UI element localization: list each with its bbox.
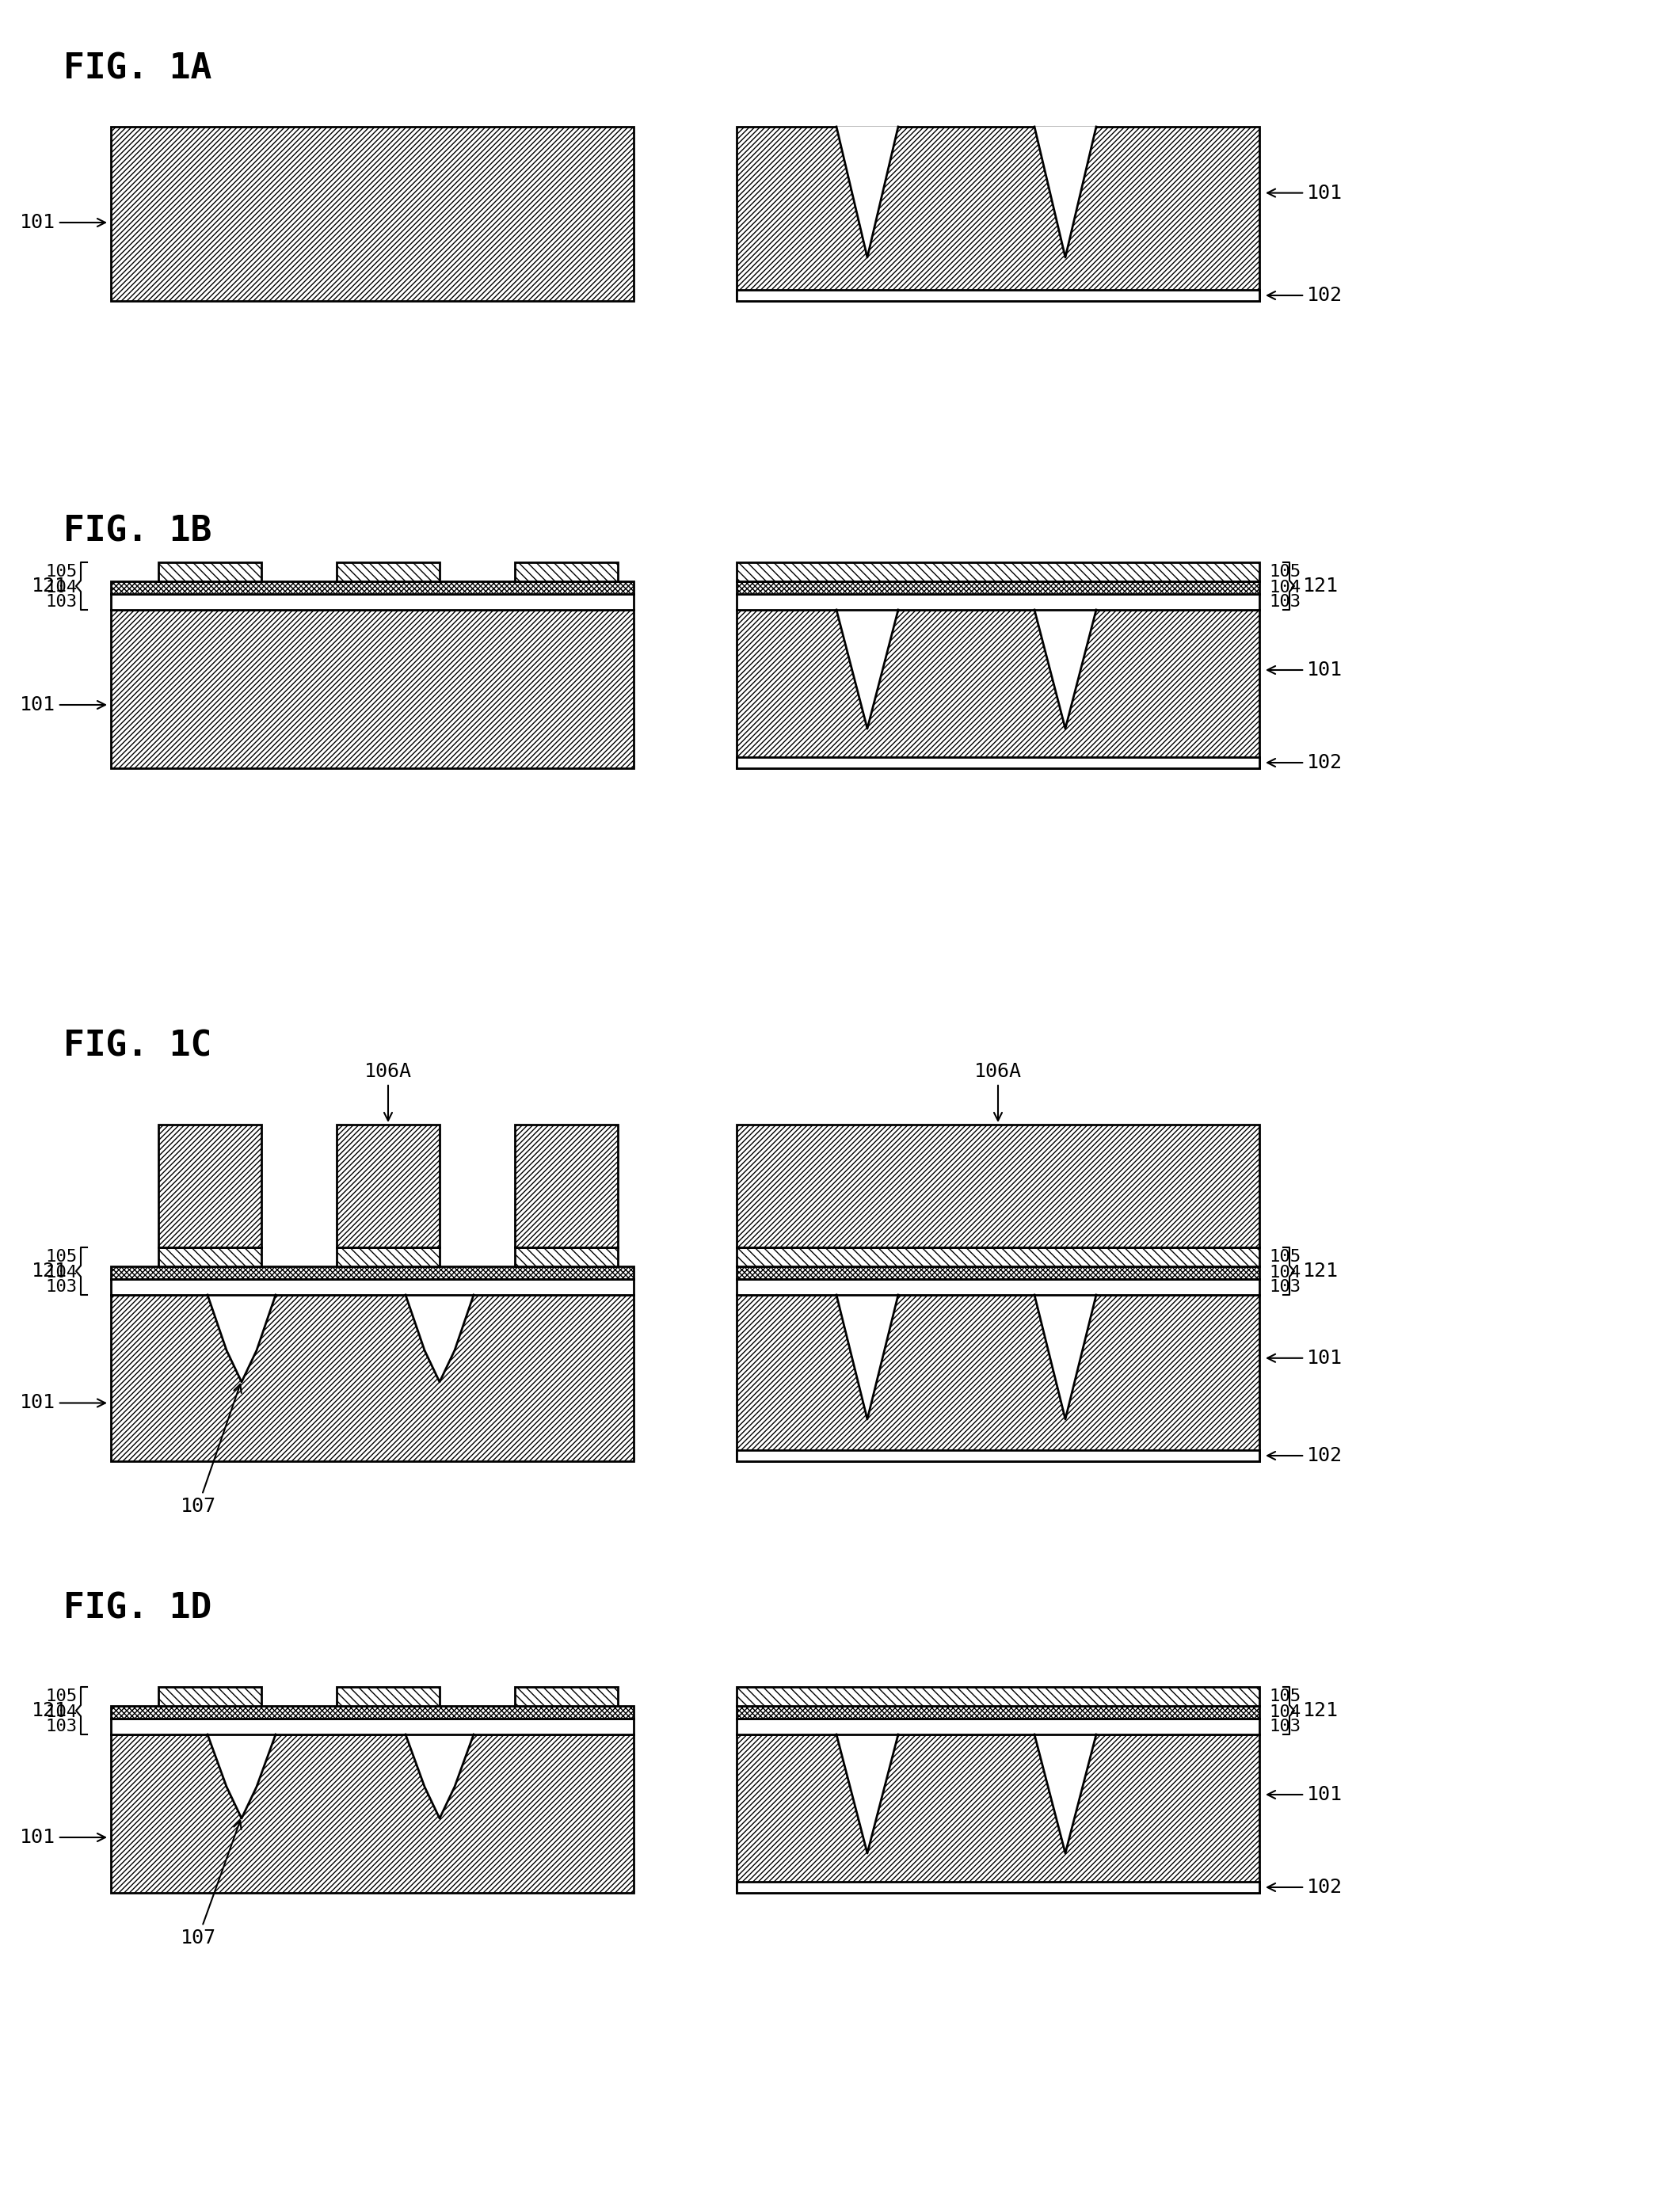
- Bar: [111, 1719, 633, 1734]
- Bar: [111, 582, 633, 595]
- Text: FIG. 1B: FIG. 1B: [63, 515, 212, 549]
- Bar: [737, 1279, 1259, 1294]
- Bar: [111, 611, 633, 768]
- Text: 105: 105: [46, 1688, 78, 1703]
- Polygon shape: [1034, 1734, 1097, 1854]
- Polygon shape: [1034, 611, 1097, 728]
- Bar: [111, 1705, 633, 1719]
- Text: 103: 103: [1269, 1719, 1301, 1734]
- Text: 106A: 106A: [974, 1062, 1022, 1121]
- Text: 105: 105: [1269, 564, 1301, 580]
- Bar: [737, 1267, 1259, 1279]
- Bar: [737, 562, 1259, 582]
- Bar: [515, 562, 618, 582]
- Text: 121: 121: [31, 1701, 68, 1721]
- Bar: [159, 1688, 262, 1705]
- Text: 104: 104: [1269, 1265, 1301, 1281]
- Text: 103: 103: [46, 1279, 78, 1294]
- Text: 105: 105: [1269, 1688, 1301, 1703]
- Text: 102: 102: [1268, 1878, 1342, 1898]
- Bar: [515, 1124, 618, 1248]
- Bar: [737, 582, 1259, 595]
- Bar: [515, 1248, 618, 1267]
- Bar: [737, 126, 1259, 301]
- Polygon shape: [1034, 1294, 1097, 1420]
- Text: 101: 101: [1268, 661, 1342, 679]
- Text: 107: 107: [181, 1385, 242, 1515]
- Text: 105: 105: [46, 564, 78, 580]
- Bar: [111, 1267, 633, 1279]
- Polygon shape: [837, 1734, 898, 1854]
- Text: 102: 102: [1268, 752, 1342, 772]
- Bar: [737, 290, 1259, 301]
- Bar: [159, 1124, 262, 1248]
- Polygon shape: [1034, 126, 1097, 257]
- Text: 121: 121: [1302, 577, 1339, 595]
- Text: 101: 101: [20, 1394, 106, 1413]
- Bar: [159, 1248, 262, 1267]
- Bar: [737, 1294, 1259, 1462]
- Text: 101: 101: [1268, 1785, 1342, 1805]
- Bar: [737, 1688, 1259, 1705]
- Text: 101: 101: [20, 1827, 106, 1847]
- Bar: [111, 1279, 633, 1294]
- Text: 104: 104: [46, 1703, 78, 1721]
- Bar: [737, 1451, 1259, 1462]
- Bar: [111, 126, 633, 301]
- Text: FIG. 1A: FIG. 1A: [63, 51, 212, 86]
- Text: 107: 107: [181, 1820, 242, 1947]
- Text: 101: 101: [20, 695, 106, 714]
- Polygon shape: [207, 1734, 275, 1818]
- Text: 101: 101: [1268, 184, 1342, 204]
- Polygon shape: [406, 1734, 474, 1818]
- Polygon shape: [207, 1294, 275, 1382]
- Bar: [737, 1124, 1259, 1248]
- Bar: [737, 595, 1259, 611]
- Text: 106A: 106A: [365, 1062, 413, 1121]
- Text: 102: 102: [1268, 1447, 1342, 1464]
- Bar: [737, 1719, 1259, 1734]
- Text: 104: 104: [46, 580, 78, 595]
- Text: FIG. 1D: FIG. 1D: [63, 1593, 212, 1626]
- Text: 121: 121: [31, 1261, 68, 1281]
- Bar: [737, 757, 1259, 768]
- Bar: [111, 1734, 633, 1893]
- Bar: [737, 1705, 1259, 1719]
- Text: 121: 121: [1302, 1701, 1339, 1721]
- Bar: [737, 1248, 1259, 1267]
- Bar: [336, 1248, 439, 1267]
- Polygon shape: [837, 611, 898, 728]
- Polygon shape: [837, 1294, 898, 1420]
- Text: 104: 104: [46, 1265, 78, 1281]
- Text: 103: 103: [46, 1719, 78, 1734]
- Bar: [159, 562, 262, 582]
- Text: FIG. 1C: FIG. 1C: [63, 1029, 212, 1064]
- Bar: [111, 1294, 633, 1462]
- Text: 101: 101: [20, 212, 106, 232]
- Bar: [336, 1124, 439, 1248]
- Polygon shape: [406, 1294, 474, 1382]
- Text: 103: 103: [1269, 595, 1301, 611]
- Text: 103: 103: [1269, 1279, 1301, 1294]
- Text: 105: 105: [1269, 1250, 1301, 1265]
- Bar: [336, 1688, 439, 1705]
- Text: 103: 103: [46, 595, 78, 611]
- Bar: [336, 562, 439, 582]
- Text: 101: 101: [1268, 1349, 1342, 1367]
- Bar: [737, 1882, 1259, 1893]
- Bar: [111, 595, 633, 611]
- Polygon shape: [837, 126, 898, 257]
- Bar: [737, 611, 1259, 768]
- Text: 104: 104: [1269, 1703, 1301, 1721]
- Bar: [737, 1734, 1259, 1893]
- Text: 121: 121: [1302, 1261, 1339, 1281]
- Text: 105: 105: [46, 1250, 78, 1265]
- Bar: [515, 1688, 618, 1705]
- Text: 121: 121: [31, 577, 68, 595]
- Text: 102: 102: [1268, 285, 1342, 305]
- Text: 104: 104: [1269, 580, 1301, 595]
